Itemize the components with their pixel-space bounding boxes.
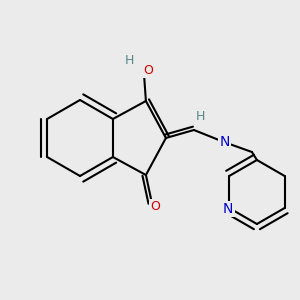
Text: O: O	[143, 64, 153, 76]
Text: H: H	[125, 55, 135, 68]
Text: N: N	[223, 202, 233, 216]
Text: N: N	[220, 135, 230, 149]
Text: O: O	[150, 200, 160, 214]
Text: H: H	[196, 110, 206, 122]
